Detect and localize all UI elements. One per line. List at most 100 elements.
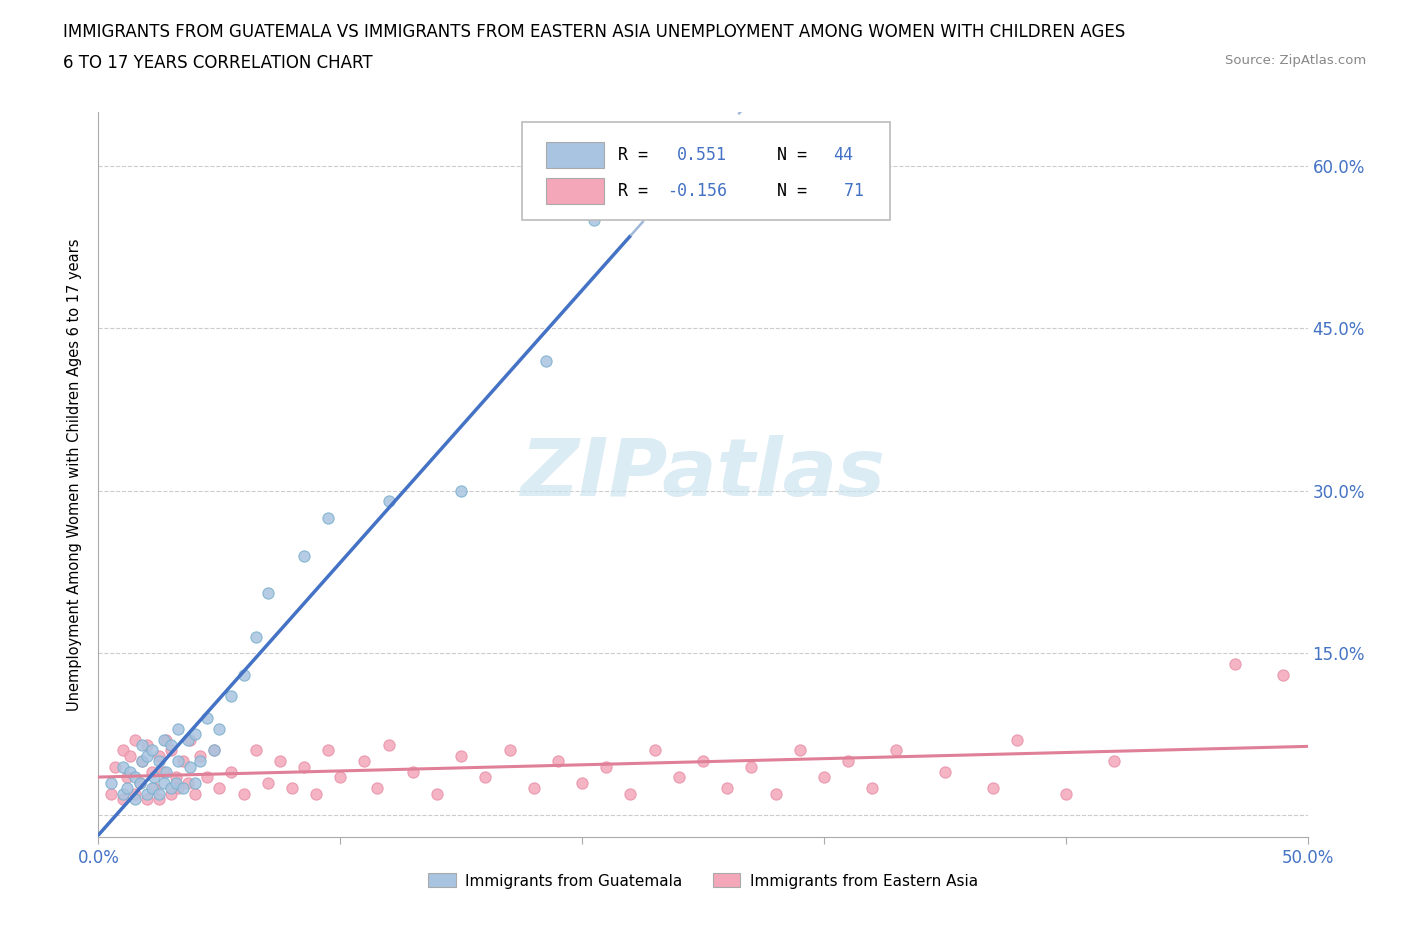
Point xyxy=(195,711,218,725)
Point xyxy=(148,754,170,769)
Point xyxy=(329,770,352,785)
Point xyxy=(208,781,231,796)
Point xyxy=(111,791,134,806)
Text: N =: N = xyxy=(758,182,817,200)
Point xyxy=(353,754,375,769)
Text: R =: R = xyxy=(619,146,668,164)
Point xyxy=(292,759,315,774)
Point xyxy=(131,754,153,769)
Point xyxy=(124,732,146,747)
Point xyxy=(668,770,690,785)
Point xyxy=(118,749,141,764)
Point xyxy=(152,764,174,779)
Point xyxy=(131,737,153,752)
Point xyxy=(474,770,496,785)
Point xyxy=(135,737,157,752)
Point xyxy=(204,743,226,758)
Text: -0.156: -0.156 xyxy=(666,182,727,200)
Point xyxy=(498,743,520,758)
Point xyxy=(148,791,170,806)
Point xyxy=(426,786,449,801)
Point xyxy=(143,781,166,796)
Point xyxy=(402,764,425,779)
Point xyxy=(595,759,617,774)
Point xyxy=(104,759,127,774)
Point xyxy=(148,786,170,801)
Point xyxy=(886,743,908,758)
FancyBboxPatch shape xyxy=(522,123,890,220)
Point xyxy=(547,754,569,769)
Point xyxy=(583,212,606,227)
Point xyxy=(740,759,762,774)
Text: Source: ZipAtlas.com: Source: ZipAtlas.com xyxy=(1226,54,1367,67)
Text: ZIPatlas: ZIPatlas xyxy=(520,435,886,513)
Point xyxy=(160,743,183,758)
Point xyxy=(316,743,339,758)
Point xyxy=(571,776,593,790)
Point xyxy=(813,770,835,785)
Point xyxy=(789,743,811,758)
Point xyxy=(172,754,194,769)
Point xyxy=(221,689,243,704)
Point xyxy=(117,781,139,796)
Point xyxy=(128,776,150,790)
FancyBboxPatch shape xyxy=(546,179,603,205)
Point xyxy=(934,764,956,779)
Point xyxy=(765,786,787,801)
Legend: Immigrants from Guatemala, Immigrants from Eastern Asia: Immigrants from Guatemala, Immigrants fr… xyxy=(422,868,984,895)
Point xyxy=(377,737,399,752)
Point xyxy=(860,781,883,796)
Point xyxy=(716,781,738,796)
Point xyxy=(160,781,183,796)
Point xyxy=(124,770,146,785)
Point xyxy=(232,786,254,801)
Text: 6 TO 17 YEARS CORRELATION CHART: 6 TO 17 YEARS CORRELATION CHART xyxy=(63,54,373,72)
Point xyxy=(100,776,122,790)
Point xyxy=(204,743,226,758)
Point xyxy=(245,630,267,644)
Point xyxy=(135,791,157,806)
Point xyxy=(981,781,1004,796)
Point xyxy=(124,786,146,801)
Point xyxy=(131,754,153,769)
Point xyxy=(256,586,278,601)
Point xyxy=(165,776,187,790)
Point xyxy=(141,743,163,758)
Text: N =: N = xyxy=(758,146,817,164)
Point xyxy=(141,764,163,779)
Text: 71: 71 xyxy=(834,182,863,200)
Point xyxy=(179,759,201,774)
Text: R =: R = xyxy=(619,182,658,200)
Point xyxy=(1007,732,1029,747)
Point xyxy=(1223,657,1246,671)
Point xyxy=(100,786,122,801)
Point xyxy=(167,722,190,737)
Point xyxy=(167,781,190,796)
Point xyxy=(143,770,166,785)
Point xyxy=(619,786,641,801)
Point xyxy=(292,548,315,563)
Point xyxy=(245,743,267,758)
Text: 44: 44 xyxy=(834,146,853,164)
Point xyxy=(184,726,207,741)
Point xyxy=(377,494,399,509)
Point xyxy=(155,732,177,747)
Point xyxy=(160,786,183,801)
Text: IMMIGRANTS FROM GUATEMALA VS IMMIGRANTS FROM EASTERN ASIA UNEMPLOYMENT AMONG WOM: IMMIGRANTS FROM GUATEMALA VS IMMIGRANTS … xyxy=(63,23,1126,41)
Point xyxy=(450,749,472,764)
Point xyxy=(135,786,157,801)
Point xyxy=(117,770,139,785)
Point xyxy=(177,732,200,747)
Point xyxy=(256,776,278,790)
Point xyxy=(1272,667,1295,682)
Point xyxy=(221,764,243,779)
Point xyxy=(305,786,328,801)
Point xyxy=(1054,786,1077,801)
Point xyxy=(644,743,666,758)
Point xyxy=(141,781,163,796)
Point xyxy=(124,791,146,806)
Point xyxy=(450,483,472,498)
Point xyxy=(523,781,546,796)
Point xyxy=(135,749,157,764)
Point xyxy=(208,722,231,737)
